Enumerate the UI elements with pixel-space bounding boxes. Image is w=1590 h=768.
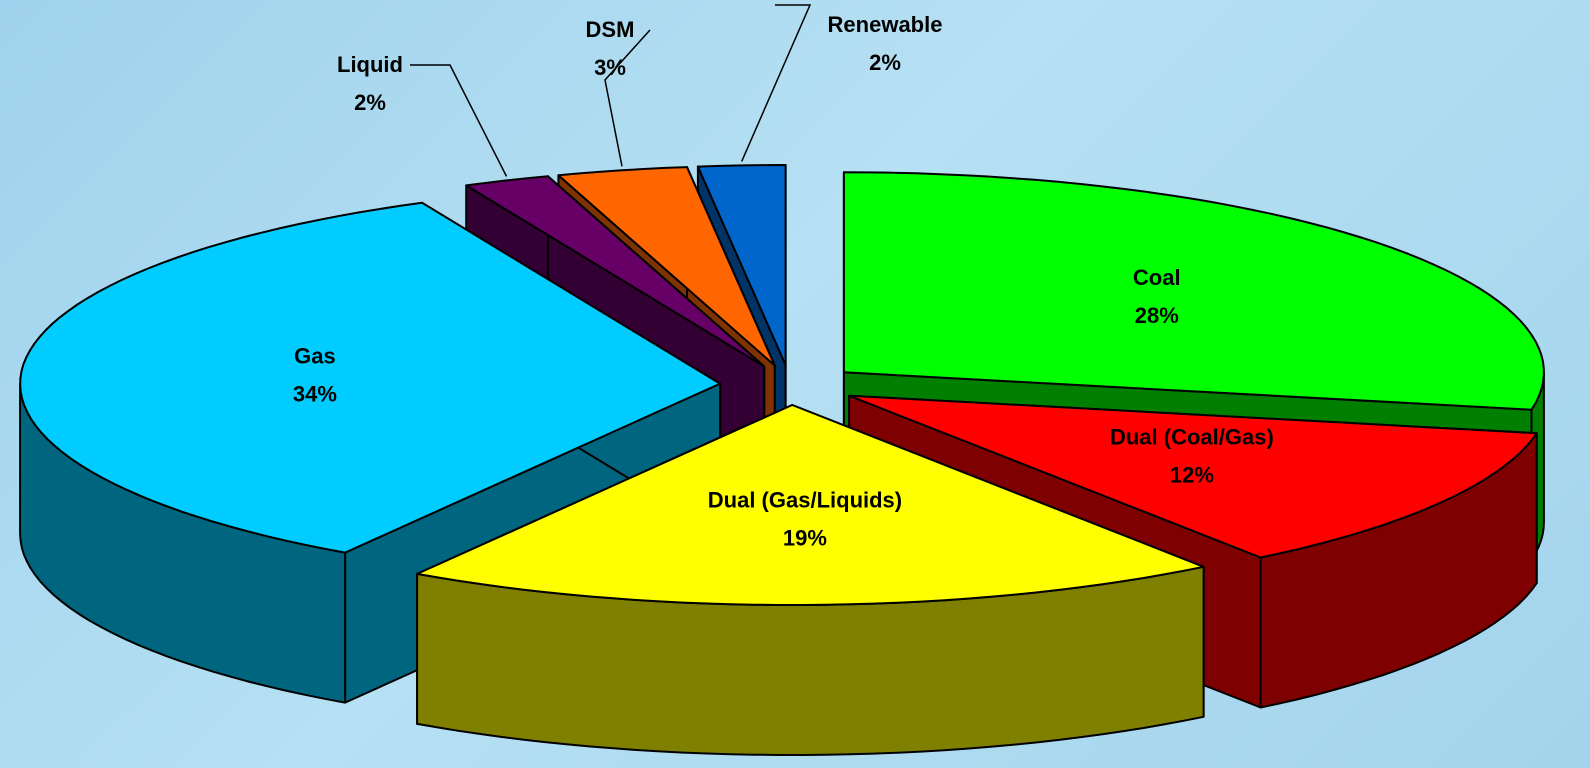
slice-top	[416, 404, 1205, 606]
pie	[19, 164, 1545, 756]
category-label: Renewable	[828, 12, 943, 37]
slice-top	[848, 394, 1538, 559]
slice-top	[19, 201, 722, 554]
leader-line	[741, 4, 812, 162]
category-label: DSM	[586, 17, 635, 42]
category-label: Dual (Gas/Liquids)	[708, 488, 902, 513]
value-label: 12%	[1170, 463, 1214, 488]
category-label: Gas	[294, 343, 336, 368]
leader-line	[410, 64, 508, 177]
value-label: 2%	[354, 90, 386, 115]
value-label: 3%	[594, 55, 626, 80]
value-label: 2%	[869, 50, 901, 75]
value-label: 34%	[293, 381, 337, 406]
slice-top	[557, 166, 776, 367]
value-label: 28%	[1135, 303, 1179, 328]
category-label: Liquid	[337, 52, 403, 77]
category-label: Coal	[1133, 265, 1181, 290]
labels: Coal 28% Dual (Coal/Gas) 12% Dual (Gas/Liqui…	[293, 4, 1274, 551]
category-label: Dual (Coal/Gas)	[1110, 425, 1274, 450]
slice-top	[696, 164, 787, 366]
value-label: 19%	[783, 526, 827, 551]
slice	[416, 404, 1205, 756]
leader-line	[604, 29, 651, 167]
slice-top	[465, 175, 766, 368]
slice-top	[842, 171, 1545, 411]
